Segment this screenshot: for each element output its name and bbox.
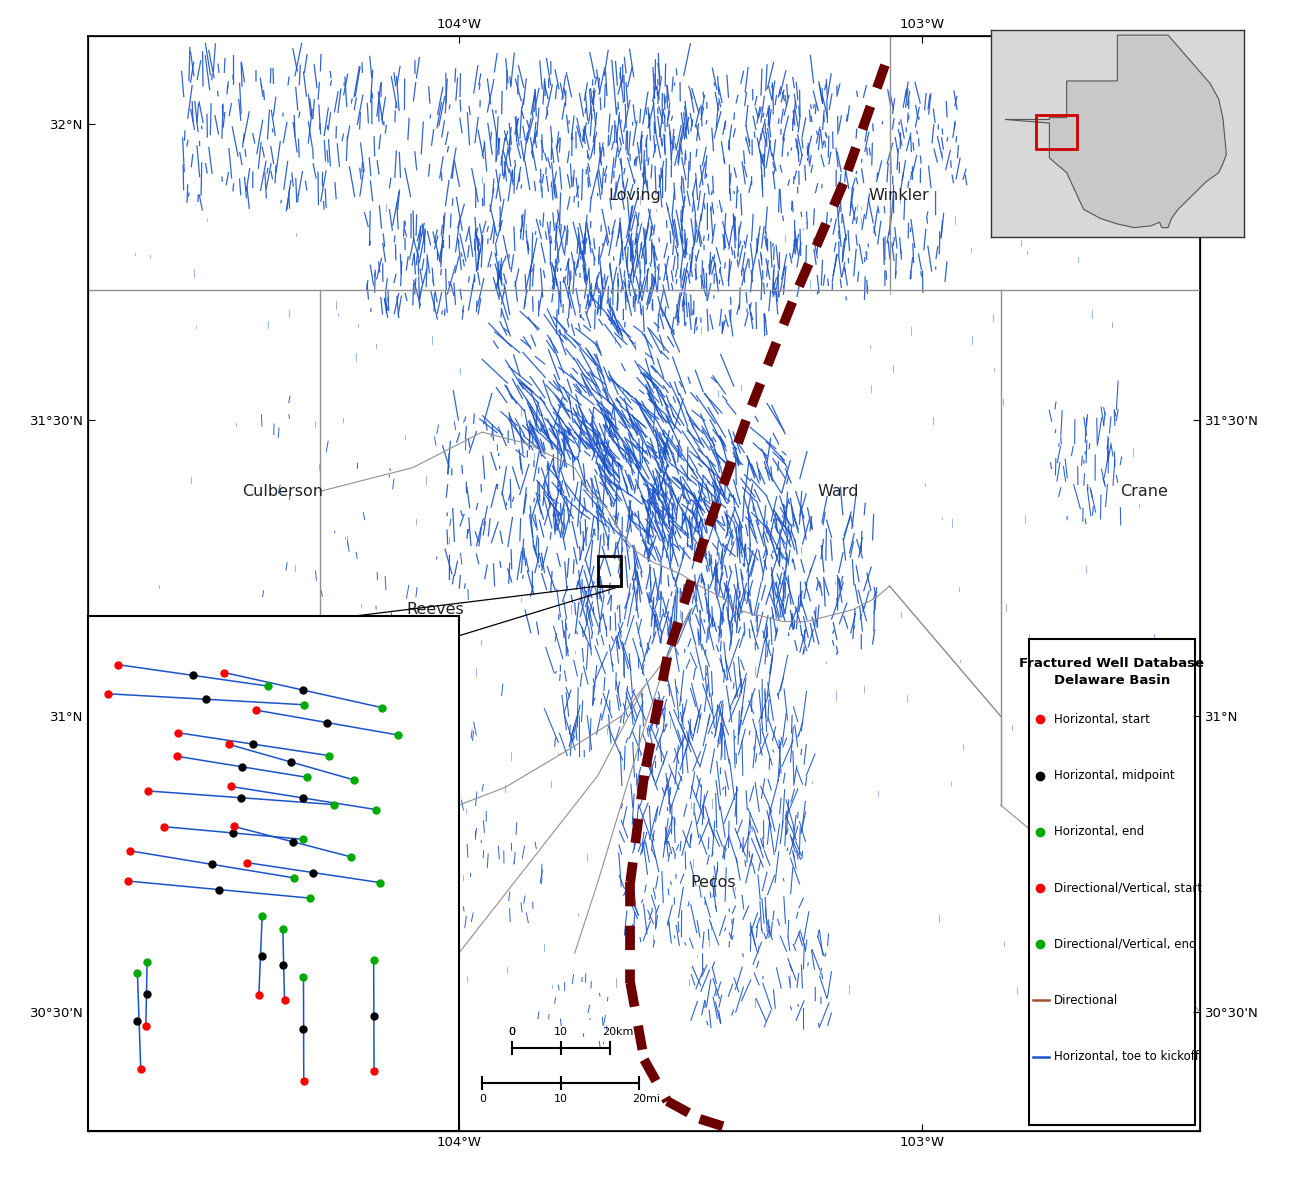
Text: km: km bbox=[616, 1028, 634, 1037]
Text: Horizontal, end: Horizontal, end bbox=[1054, 825, 1144, 838]
Bar bbox=[1036, 115, 1076, 149]
Text: 10: 10 bbox=[554, 1028, 568, 1037]
Text: Horizontal, start: Horizontal, start bbox=[1054, 713, 1151, 726]
Bar bbox=[1028, 639, 1195, 1125]
Text: 20: 20 bbox=[632, 1094, 646, 1103]
Text: mi: mi bbox=[646, 1094, 660, 1103]
Text: Horizontal, midpoint: Horizontal, midpoint bbox=[1054, 770, 1175, 781]
Text: Winkler: Winkler bbox=[868, 188, 930, 202]
Polygon shape bbox=[1005, 36, 1226, 227]
Text: Horizontal, toe to kickoff: Horizontal, toe to kickoff bbox=[1054, 1050, 1199, 1063]
Text: Reeves: Reeves bbox=[407, 603, 464, 617]
Text: Loving: Loving bbox=[608, 188, 662, 202]
Bar bbox=[598, 556, 621, 586]
Text: 0: 0 bbox=[508, 1028, 516, 1037]
Text: Directional/Vertical, start: Directional/Vertical, start bbox=[1054, 882, 1203, 894]
Text: 0: 0 bbox=[508, 1028, 516, 1037]
Text: N: N bbox=[1158, 638, 1167, 651]
Text: 20: 20 bbox=[602, 1028, 616, 1037]
Text: Crane: Crane bbox=[1121, 484, 1169, 498]
Text: Ward: Ward bbox=[818, 484, 859, 498]
Text: Directional/Vertical, end: Directional/Vertical, end bbox=[1054, 938, 1196, 951]
Text: 0: 0 bbox=[478, 1094, 486, 1103]
Text: Pecos: Pecos bbox=[690, 875, 736, 889]
Text: Culberson: Culberson bbox=[242, 484, 324, 498]
Text: Directional: Directional bbox=[1054, 995, 1118, 1006]
Text: 10: 10 bbox=[554, 1094, 568, 1103]
Text: Fractured Well Database
Delaware Basin: Fractured Well Database Delaware Basin bbox=[1019, 657, 1204, 687]
